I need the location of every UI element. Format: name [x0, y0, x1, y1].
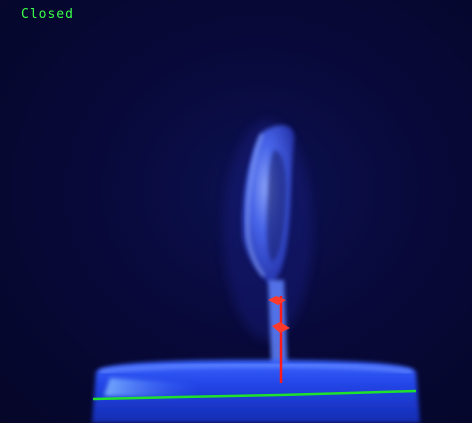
marker-point-upper [268, 296, 286, 305]
status-label: Closed [21, 7, 74, 22]
container-rim [99, 363, 413, 374]
baseline-line [92, 389, 417, 401]
container-body [92, 360, 420, 423]
specimen-inner-shadow [266, 150, 287, 262]
marker-point-lower [272, 322, 290, 333]
container-reflection [104, 378, 200, 398]
specimen-leaf-edge [246, 133, 266, 277]
